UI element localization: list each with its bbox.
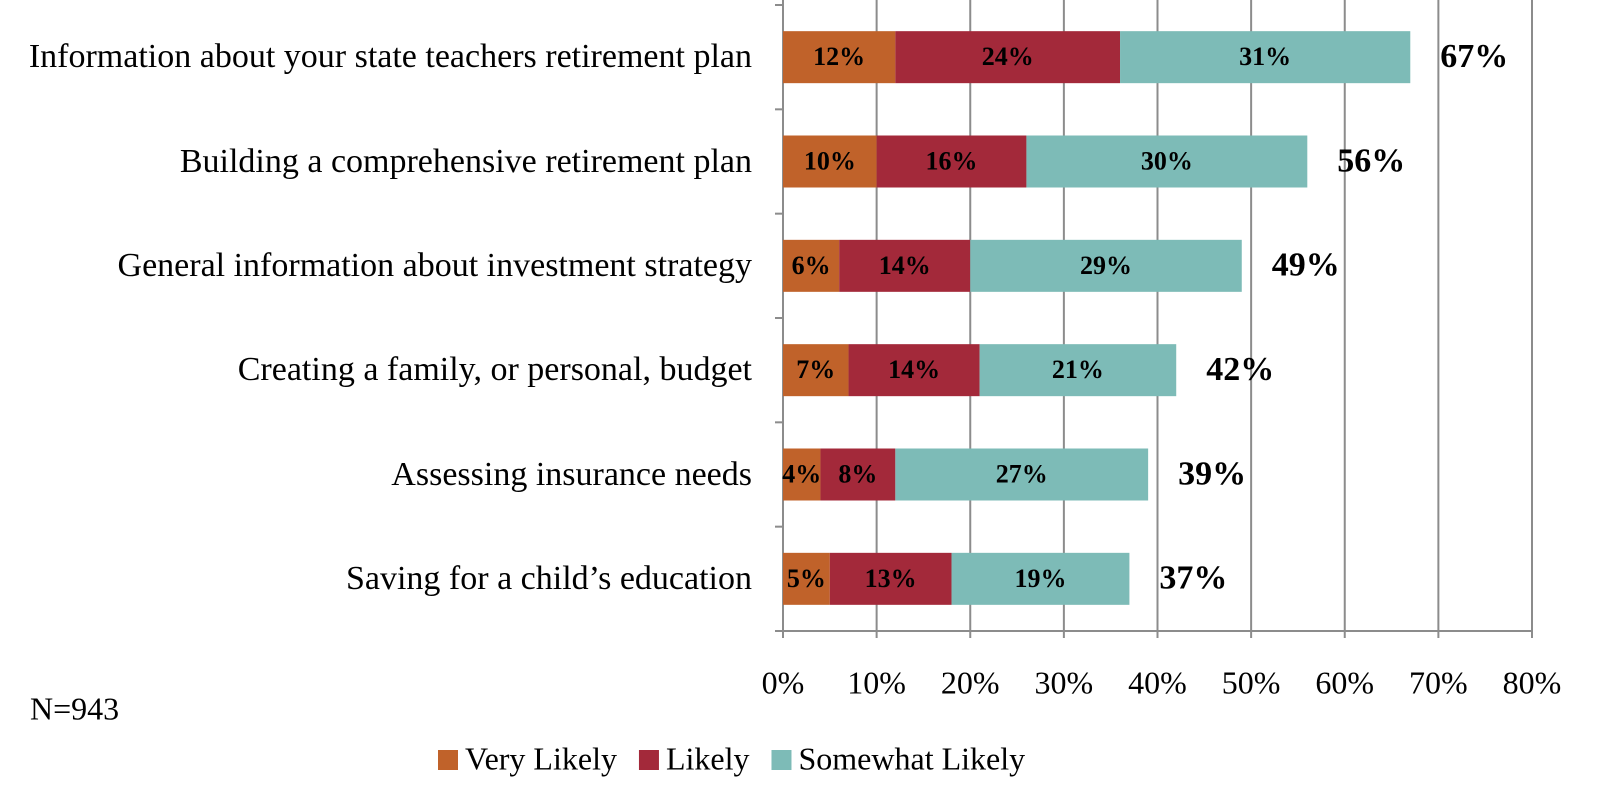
category-text: Building a comprehensive retirement plan: [179, 142, 752, 180]
segment-label: 5%: [787, 564, 826, 593]
bar-segment: [820, 448, 896, 501]
category-label: Creating a family, or personal, budget: [0, 351, 752, 389]
x-tick-label: 70%: [1409, 664, 1468, 700]
total-label: 39%: [1178, 455, 1246, 492]
segment-label: 16%: [926, 146, 978, 175]
bar-segment: [839, 239, 971, 292]
segment-label: 6%: [792, 251, 831, 280]
legend-swatch: [438, 750, 458, 770]
segment-label: 29%: [1080, 251, 1132, 280]
legend-label: Likely: [666, 740, 750, 776]
x-tick-label: 80%: [1503, 664, 1562, 700]
bar-segment: [848, 344, 980, 397]
x-tick-label: 60%: [1315, 664, 1374, 700]
total-label: 67%: [1440, 38, 1508, 75]
segment-label: 12%: [813, 42, 865, 71]
segment-label: 4%: [782, 459, 821, 488]
bar-segment: [895, 448, 1149, 501]
segment-label: 19%: [1014, 564, 1066, 593]
legend-label: Somewhat Likely: [798, 740, 1025, 776]
bar-segment: [979, 344, 1177, 397]
total-label: 49%: [1272, 247, 1340, 284]
category-text: Assessing insurance needs: [391, 455, 752, 493]
legend-swatch: [771, 750, 792, 770]
sample-size-note: N=943: [30, 690, 119, 726]
legend-label: Very Likely: [465, 740, 617, 776]
segment-label: 14%: [879, 251, 931, 280]
category-label: Saving for a child’s education: [0, 560, 752, 598]
bar-segment: [829, 552, 952, 605]
category-text: General information about investment str…: [117, 246, 752, 284]
category-label: Assessing insurance needs: [0, 456, 752, 494]
category-label: General information about investment str…: [0, 247, 752, 285]
bar-segment: [783, 239, 840, 292]
category-text: Creating a family, or personal, budget: [237, 351, 752, 389]
segment-label: 21%: [1052, 355, 1104, 384]
bar-segment: [783, 344, 849, 397]
segment-label: 31%: [1239, 42, 1291, 71]
bar-segment: [783, 135, 877, 188]
bar-segment: [951, 552, 1130, 605]
segment-label: 27%: [996, 459, 1048, 488]
total-label: 56%: [1337, 142, 1405, 179]
category-label: Information about your state teachers re…: [0, 38, 752, 76]
total-label: 42%: [1206, 351, 1274, 388]
bar-segment: [783, 448, 821, 501]
segment-label: 10%: [804, 146, 856, 175]
bar-segment: [783, 552, 830, 605]
total-label: 37%: [1159, 560, 1227, 597]
segment-label: 7%: [796, 355, 835, 384]
segment-label: 14%: [888, 355, 940, 384]
segment-label: 30%: [1141, 146, 1193, 175]
x-tick-label: 10%: [847, 664, 906, 700]
x-tick-label: 30%: [1035, 664, 1094, 700]
segment-label: 13%: [865, 564, 917, 593]
segment-label: 24%: [982, 42, 1034, 71]
category-label: Building a comprehensive retirement plan: [0, 143, 752, 181]
x-tick-label: 0%: [762, 664, 805, 700]
bar-segment: [783, 31, 896, 84]
bar-segment: [1026, 135, 1308, 188]
bar-segment: [970, 239, 1242, 292]
x-tick-label: 40%: [1128, 664, 1187, 700]
bar-segment: [1120, 31, 1411, 84]
bar-segment: [895, 31, 1121, 84]
segment-label: 8%: [838, 459, 877, 488]
category-text: Information about your state teachers re…: [28, 38, 752, 76]
x-tick-label: 20%: [941, 664, 1000, 700]
bar-segment: [876, 135, 1027, 188]
x-tick-label: 50%: [1222, 664, 1281, 700]
legend-swatch: [638, 750, 659, 770]
category-text: Saving for a child’s education: [345, 559, 752, 597]
